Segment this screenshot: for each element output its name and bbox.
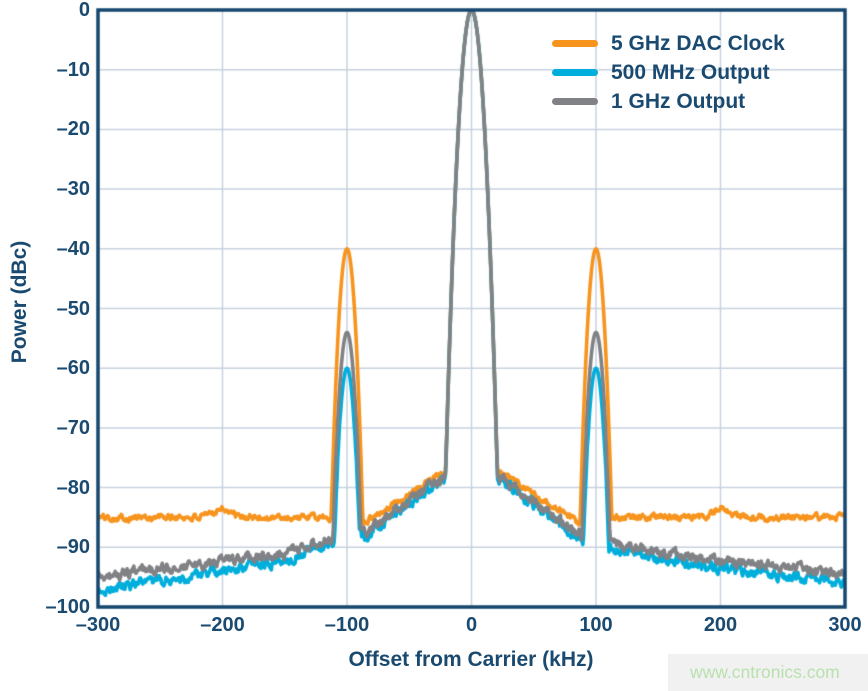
x-tick-label: –100 bbox=[324, 614, 370, 636]
y-tick-label: 0 bbox=[78, 0, 90, 21]
y-tick-label: –70 bbox=[56, 416, 90, 439]
y-tick-label: –10 bbox=[56, 58, 90, 81]
watermark-text: www.cntronics.com bbox=[690, 662, 840, 682]
y-tick-label: –20 bbox=[56, 118, 90, 141]
y-tick-label: –30 bbox=[56, 178, 90, 201]
legend-item-dac-clock: 5 GHz DAC Clock bbox=[552, 29, 785, 58]
y-tick-label: –90 bbox=[56, 536, 90, 559]
x-tick-label: –200 bbox=[200, 614, 245, 636]
legend: 5 GHz DAC Clock 500 MHz Output 1 GHz Out… bbox=[552, 29, 785, 116]
legend-swatch-orange bbox=[552, 40, 598, 47]
y-tick-label: –100 bbox=[45, 596, 91, 618]
legend-label: 5 GHz DAC Clock bbox=[611, 31, 785, 55]
x-tick-label: –300 bbox=[75, 614, 121, 636]
y-tick-label: –50 bbox=[56, 297, 90, 320]
x-tick-label: 0 bbox=[465, 614, 478, 636]
watermark-band: www.cntronics.com bbox=[668, 654, 868, 691]
y-tick-label: –40 bbox=[56, 237, 90, 260]
legend-item-1ghz-output: 1 GHz Output bbox=[552, 87, 785, 116]
y-tick-label: –80 bbox=[56, 476, 90, 499]
legend-label: 500 MHz Output bbox=[611, 60, 770, 84]
legend-swatch-gray bbox=[552, 98, 598, 105]
legend-item-500mhz-output: 500 MHz Output bbox=[552, 58, 785, 87]
x-tick-label: 300 bbox=[828, 614, 862, 636]
y-tick-label: –60 bbox=[56, 357, 90, 380]
x-tick-label: 100 bbox=[579, 614, 613, 636]
legend-label: 1 GHz Output bbox=[611, 89, 746, 113]
x-axis-title: Offset from Carrier (kHz) bbox=[348, 648, 594, 671]
x-tick-label: 200 bbox=[703, 614, 738, 636]
legend-swatch-cyan bbox=[552, 69, 598, 76]
